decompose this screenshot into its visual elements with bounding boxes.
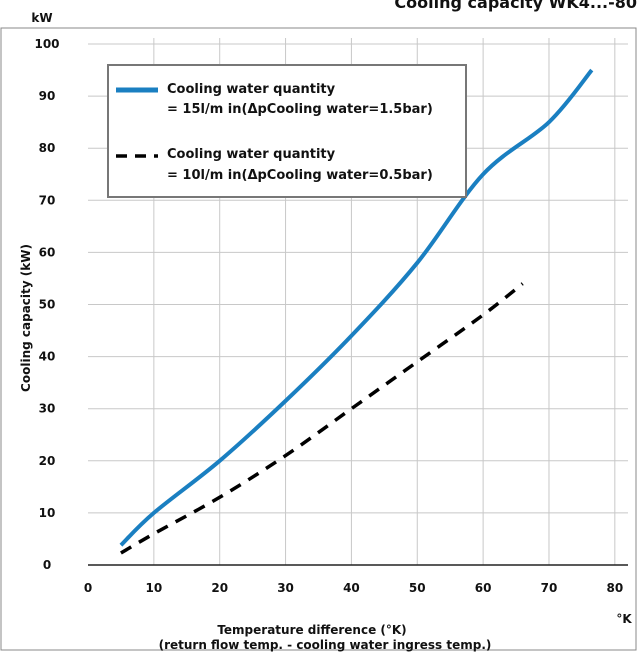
x-tick-label-70: 70 xyxy=(541,581,558,595)
y-tick-label-60: 60 xyxy=(39,245,56,259)
legend-box xyxy=(107,64,467,198)
x-axis-label-sub: (return flow temp. - cooling water ingre… xyxy=(159,638,492,652)
x-unit-label: °K xyxy=(616,612,632,626)
x-tick-label-0: 0 xyxy=(84,581,92,595)
x-tick-labels: 0 10 20 30 40 50 60 70 80 xyxy=(84,581,623,595)
x-tick-label-60: 60 xyxy=(475,581,492,595)
x-tick-label-40: 40 xyxy=(343,581,360,595)
x-tick-label-50: 50 xyxy=(409,581,426,595)
y-unit-label: kW xyxy=(31,11,52,25)
legend-label-series-2-sub: = 10l/m in(ΔpCooling water=0.5bar) xyxy=(167,168,433,183)
chart-title: Cooling capacity WK4...-80 xyxy=(394,0,637,12)
legend: Cooling water quantity = 15l/m in(ΔpCool… xyxy=(107,64,467,198)
legend-label-series-2: Cooling water quantity xyxy=(167,147,336,162)
y-tick-label-100: 100 xyxy=(34,37,59,51)
legend-label-series-1-sub: = 15l/m in(ΔpCooling water=1.5bar) xyxy=(167,102,433,117)
y-tick-label-10: 10 xyxy=(39,506,56,520)
x-tick-label-10: 10 xyxy=(146,581,163,595)
x-tick-label-80: 80 xyxy=(606,581,623,595)
y-tick-label-20: 20 xyxy=(39,454,56,468)
y-tick-label-80: 80 xyxy=(39,141,56,155)
legend-label-series-1: Cooling water quantity xyxy=(167,82,336,97)
y-tick-label-70: 70 xyxy=(39,193,56,207)
x-axis-label: Temperature difference (°K) xyxy=(217,623,406,637)
y-tick-label-40: 40 xyxy=(39,350,56,364)
y-tick-label-50: 50 xyxy=(39,298,56,312)
y-tick-label-0: 0 xyxy=(43,558,51,572)
outer-frame xyxy=(0,27,637,651)
series-line-2 xyxy=(120,282,524,555)
x-tick-label-20: 20 xyxy=(211,581,228,595)
y-axis-label: Cooling capacity (kW) xyxy=(19,244,33,392)
y-tick-label-30: 30 xyxy=(39,402,56,416)
y-tick-labels: 0 10 20 30 40 50 60 70 80 90 100 xyxy=(34,37,59,572)
y-tick-label-90: 90 xyxy=(39,89,56,103)
series-line-1 xyxy=(119,68,594,547)
series-lines xyxy=(119,68,594,555)
x-tick-label-30: 30 xyxy=(277,581,294,595)
